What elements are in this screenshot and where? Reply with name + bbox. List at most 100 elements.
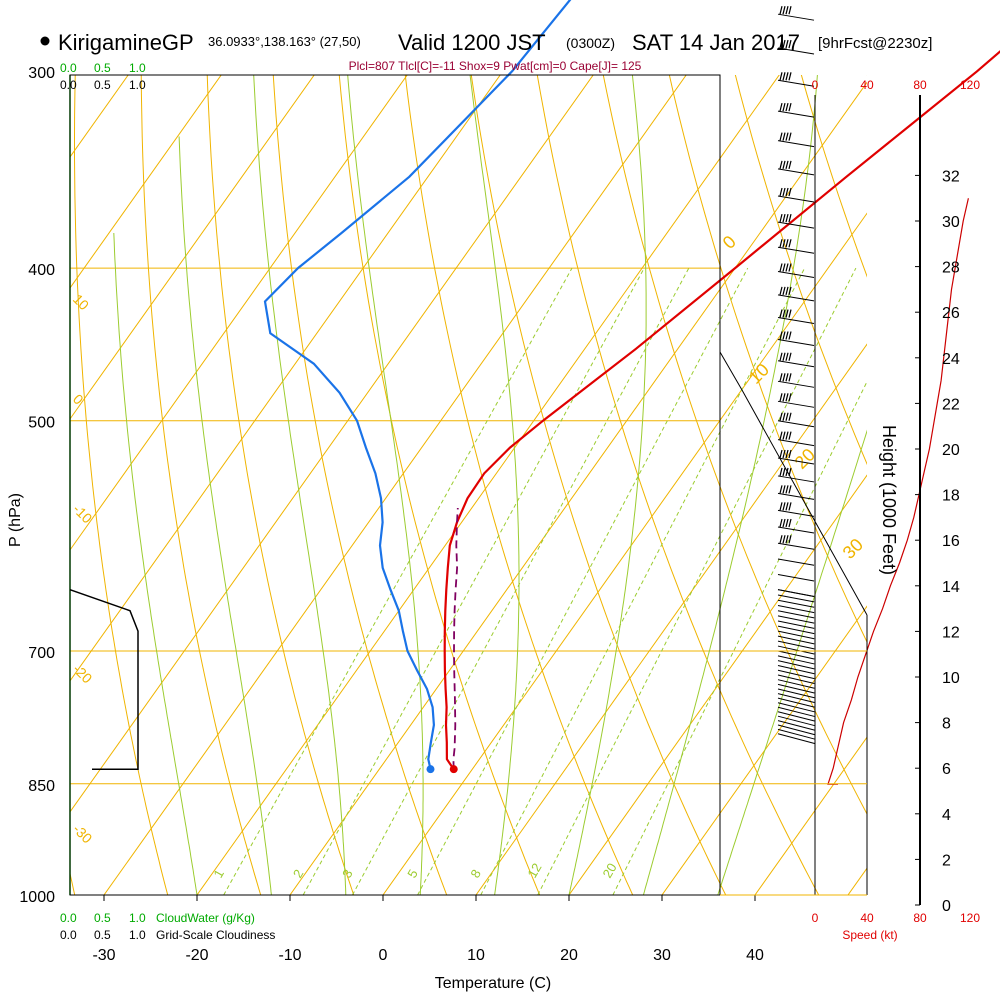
height-tick-label: 2 [942, 852, 951, 869]
dry-adiabat [886, 0, 1000, 928]
wind-barb-staff [777, 294, 815, 302]
y-axis-label: P (hPa) [7, 493, 24, 547]
wind-barb-staff [777, 589, 815, 597]
mixing-ratio-line [612, 380, 867, 895]
wind-barb-flag [779, 393, 783, 402]
cl-bottom-tick-1: 0.5 [94, 928, 111, 942]
wind-barb-flag [779, 352, 783, 361]
wind-barb-staff [777, 110, 815, 118]
wind-barb [777, 309, 815, 325]
isotherm-line [70, 75, 501, 682]
temp-tick-label: 10 [467, 947, 485, 964]
dry-adiabat [734, 75, 867, 466]
zulu-time: (0300Z) [566, 35, 615, 51]
mixing-ratio-label: 2 [290, 867, 307, 881]
wind-barb-flag [788, 39, 792, 49]
wind-barb-staff [777, 711, 815, 722]
temperature-profile [443, 50, 1000, 770]
wind-barb [777, 669, 815, 680]
wind-barb-flag [782, 39, 786, 49]
wind-barb-flag [788, 412, 792, 421]
dry-adiabat [338, 75, 541, 895]
dry-adiabat [602, 75, 867, 816]
wind-barb [777, 720, 815, 731]
wind-barb-staff [777, 715, 815, 727]
dewpoint-profile [263, 0, 572, 770]
wind-barb-staff [777, 688, 815, 699]
wind-barb-staff [777, 693, 815, 703]
wind-barb [777, 331, 815, 346]
wind-barb-staff [777, 645, 815, 655]
wind-barb-staff [777, 492, 815, 500]
cw-top-tick-0: 0.0 [60, 61, 77, 75]
wind-barb-flag [785, 535, 789, 544]
isotherm-label: -20 [70, 661, 96, 687]
wind-barb-staff [777, 380, 815, 388]
wind-barb [777, 724, 815, 736]
cw-bottom-tick-2: 1.0 [129, 911, 146, 925]
wind-barb [777, 615, 815, 624]
dry-adiabat [74, 75, 169, 895]
wind-barb-flag [785, 393, 789, 402]
cw-top-tick-1: 0.5 [94, 61, 111, 75]
moist-adiabat [253, 75, 347, 895]
wind-barb [777, 650, 815, 660]
wind-barb-flag [785, 213, 789, 223]
wind-barb-staff [777, 625, 815, 635]
wind-barb-flag [779, 412, 783, 421]
wind-barb [777, 599, 815, 608]
wind-barb-flag [788, 331, 792, 340]
wind-barb-flag [779, 187, 783, 197]
height-tick-label: 22 [942, 396, 960, 413]
wind-barb-flag [779, 502, 783, 511]
wind-barb-flag [785, 160, 789, 169]
wind-barb-flag [785, 263, 789, 272]
wind-barb-staff [777, 140, 815, 148]
wind-barb [777, 640, 815, 650]
wind-barb-flag [782, 485, 786, 494]
mixing-ratio-label: 3 [339, 867, 356, 881]
temp-tick-label: 0 [379, 947, 388, 964]
wind-barb-staff [777, 195, 815, 203]
mixing-ratio-line [352, 267, 690, 895]
isotherm-line [847, 867, 867, 895]
wind-barb-flag [788, 6, 792, 15]
wind-barb-flag [782, 412, 786, 421]
valid-time: Valid 1200 JST [398, 30, 546, 55]
isotherm-line [70, 75, 315, 420]
temp-tick-label: 20 [560, 947, 578, 964]
wind-barb-flag [785, 72, 789, 81]
height-tick-label: 14 [942, 579, 960, 596]
wind-barb-flag [785, 286, 789, 296]
wind-barb-flag [782, 263, 786, 272]
wind-barb [777, 660, 815, 670]
stability-indices: Plcl=807 Tlcl[C]=-11 Shox=9 Pwat[cm]=0 C… [349, 59, 642, 73]
wind-barb [777, 693, 815, 703]
wind-barb-staff [777, 669, 815, 680]
wind-barb [777, 706, 815, 717]
speed-top-tick-0: 0 [812, 78, 819, 92]
grid-clip [70, 0, 1000, 928]
pressure-tick-850: 850 [28, 778, 55, 795]
height-tick-label: 4 [942, 807, 951, 824]
wind-barb [777, 655, 815, 665]
dry-adiabat [536, 75, 820, 895]
wind-barb-flag [782, 102, 786, 112]
dry-adiabat [140, 75, 262, 895]
isotherm-line [103, 75, 687, 895]
wind-barb-flag [782, 286, 786, 296]
wind-barb [777, 72, 815, 87]
wind-barb-flag [782, 449, 786, 459]
dry-adiabat-label: 10 [745, 360, 773, 388]
wind-barb-staff [777, 360, 815, 368]
wind-barb-flag [779, 373, 783, 382]
isotherm-line [70, 75, 129, 158]
wind-barb-flag [779, 239, 783, 248]
pressure-tick-700: 700 [28, 645, 55, 662]
wind-barb-flag [782, 518, 786, 528]
isotherm-label: 10 [70, 291, 92, 313]
wind-barb [777, 393, 815, 408]
moist-adiabat [178, 136, 272, 895]
wind-barb-flag [782, 72, 786, 81]
cloudiness-label: Grid-Scale Cloudiness [156, 928, 275, 942]
